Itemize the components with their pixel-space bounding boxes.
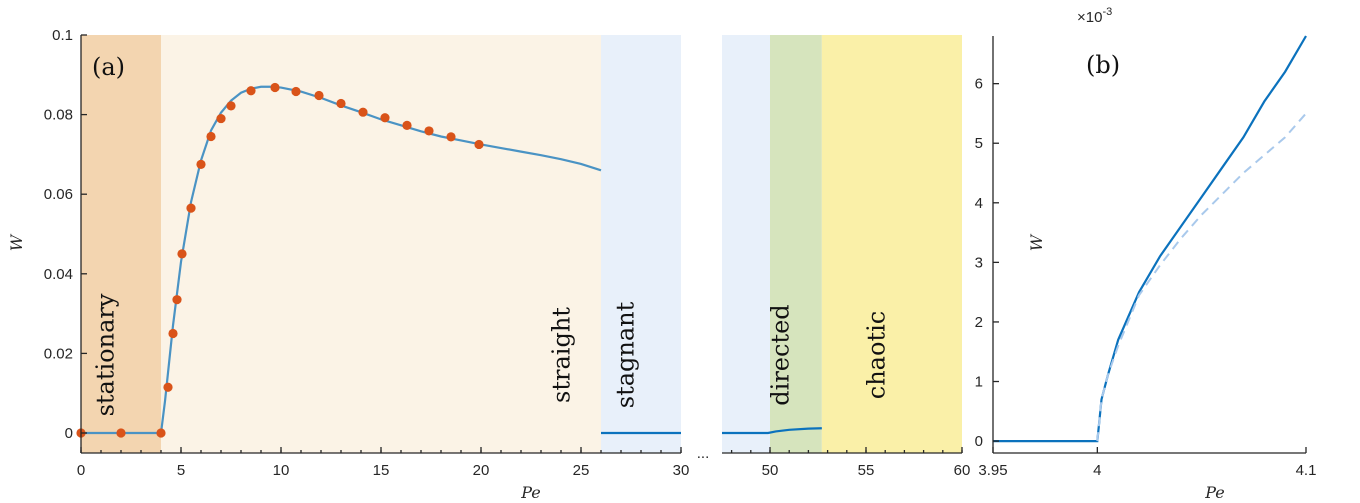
panel-a-label: (a) xyxy=(92,53,125,81)
x-tick-label: 5 xyxy=(177,462,185,479)
panel-b-series-1 xyxy=(1096,112,1307,442)
panel-a-region-labels: stationary straight stagnant directed chaoti… xyxy=(92,293,891,416)
panel-b-ylabel: W xyxy=(1027,233,1046,251)
x-tick-label: 55 xyxy=(858,462,875,479)
y-tick-label: 4 xyxy=(975,195,983,212)
x-tick-label: 4.1 xyxy=(1296,462,1317,479)
data-point xyxy=(402,120,412,130)
region-label-directed: directed xyxy=(766,304,794,405)
data-point xyxy=(206,131,216,142)
data-point xyxy=(336,98,346,109)
data-point xyxy=(270,82,280,93)
data-point xyxy=(446,132,456,142)
panel-a-curves xyxy=(76,82,822,438)
axis-break-marker: ... xyxy=(697,445,710,462)
region-label-straight: straight xyxy=(548,307,576,403)
x-tick-label: 30 xyxy=(673,462,690,479)
data-point xyxy=(196,159,206,169)
region-label-chaotic: chaotic xyxy=(862,311,890,399)
x-tick-label: 50 xyxy=(762,462,779,479)
data-point xyxy=(314,90,324,101)
x-tick-label: 4 xyxy=(1093,462,1101,479)
y-tick-label: 5 xyxy=(975,135,983,152)
y-tick-label: 2 xyxy=(975,314,983,331)
x-tick-label: 3.95 xyxy=(978,462,1007,479)
x-tick-label: 60 xyxy=(954,462,971,479)
panel-a-axes: 0 0.02 0.04 0.06 0.08 0.1 0 5 10 15 20 25 30 50 55 60 xyxy=(44,27,971,479)
data-point xyxy=(380,113,390,123)
region-band-unlabeled-3 xyxy=(722,35,770,453)
y-tick-label: 0.02 xyxy=(44,345,73,362)
panel-b-y-multiplier: ×10-3 xyxy=(1077,6,1112,26)
y-tick-label: 0 xyxy=(65,425,73,442)
panel-b-xlabel: Pe xyxy=(1204,483,1225,502)
region-label-stagnant: stagnant xyxy=(612,301,640,408)
region-band-stagnant xyxy=(601,35,681,453)
data-point xyxy=(172,295,182,305)
data-point xyxy=(474,139,484,150)
data-point xyxy=(216,113,226,124)
x-tick-label: 0 xyxy=(77,462,85,479)
region-band-stationary xyxy=(81,35,161,453)
y-tick-label: 0 xyxy=(975,433,983,450)
region-band-chaotic xyxy=(821,35,962,453)
data-point xyxy=(163,382,173,392)
x-tick-label: 20 xyxy=(473,462,490,479)
data-point xyxy=(177,249,187,259)
region-band-directed xyxy=(770,35,822,453)
region-band-straight xyxy=(161,35,601,453)
data-point xyxy=(291,86,301,97)
y-tick-label: 0.08 xyxy=(44,107,73,124)
panel-b-curves xyxy=(993,35,1307,443)
series-line-3 xyxy=(722,427,822,435)
region-label-stationary: stationary xyxy=(92,293,120,416)
series-line-0 xyxy=(81,85,602,435)
y-tick-label: 1 xyxy=(975,374,983,391)
data-point xyxy=(186,203,196,213)
data-point xyxy=(116,428,126,438)
panel-a-xlabel: Pe xyxy=(520,483,541,502)
panel-b-label: (b) xyxy=(1086,51,1120,79)
y-tick-label: 0.04 xyxy=(44,266,73,283)
y-tick-label: 3 xyxy=(975,254,983,271)
x-tick-label: 10 xyxy=(273,462,290,479)
panel-b-axes: 0 1 2 3 4 5 6 3.95 4 4.1 xyxy=(975,36,1317,479)
data-point xyxy=(156,428,166,438)
data-point xyxy=(424,126,434,136)
panel-a-ylabel: W xyxy=(7,233,26,251)
panel-a: stationary straight stagnant directed chaoti… xyxy=(7,27,970,502)
panel-b: 0 1 2 3 4 5 6 3.95 4 4.1 (b) ×10-3 Pe W xyxy=(975,6,1317,502)
data-point xyxy=(168,328,178,339)
y-tick-label: 0.06 xyxy=(44,186,73,203)
x-tick-label: 25 xyxy=(573,462,590,479)
y-tick-label: 0.1 xyxy=(52,27,73,44)
data-point xyxy=(358,107,368,117)
x-tick-label: 15 xyxy=(373,462,390,479)
panel-a-regions xyxy=(81,35,962,453)
y-tick-label: 6 xyxy=(975,76,983,93)
data-point xyxy=(226,101,236,111)
data-point xyxy=(246,86,256,96)
